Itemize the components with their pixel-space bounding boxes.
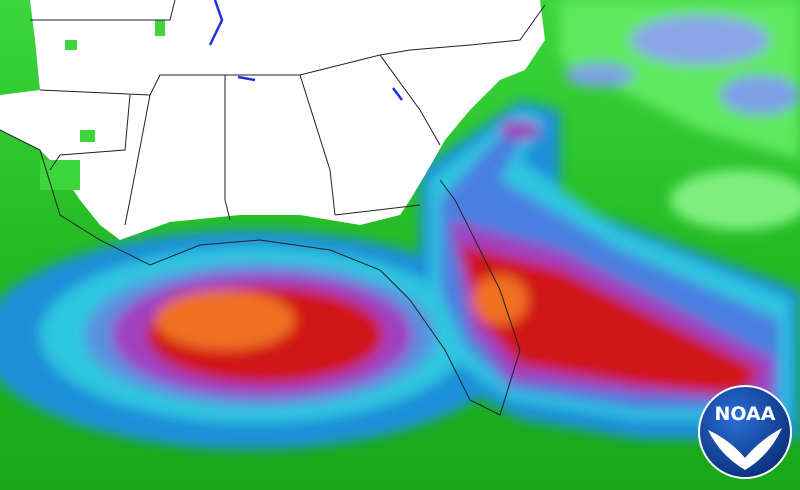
scattered-rain bbox=[40, 20, 165, 190]
border bbox=[379, 54, 441, 146]
band-red bbox=[460, 245, 760, 395]
rain-cell bbox=[65, 40, 77, 50]
land-no-rain bbox=[0, 0, 545, 240]
lake bbox=[392, 87, 403, 101]
rain-bands bbox=[0, 100, 800, 450]
borders bbox=[0, 0, 546, 416]
border bbox=[49, 94, 131, 171]
band-orange bbox=[155, 290, 295, 350]
border bbox=[334, 204, 421, 216]
band-orange bbox=[472, 275, 528, 325]
light-rain-area bbox=[670, 170, 800, 230]
border bbox=[30, 0, 176, 21]
rivers bbox=[208, 0, 403, 101]
blue-patch bbox=[630, 15, 770, 65]
rain-cell bbox=[80, 130, 95, 142]
rain-cell bbox=[40, 160, 80, 190]
border bbox=[224, 75, 231, 221]
lake bbox=[208, 0, 224, 46]
coastline bbox=[0, 129, 521, 416]
noaa-logo: NOAA bbox=[698, 385, 792, 479]
blue-patch bbox=[565, 63, 635, 87]
border bbox=[124, 94, 151, 226]
logo-text: NOAA bbox=[715, 403, 776, 425]
logo-circle bbox=[698, 385, 792, 479]
rain-cell bbox=[155, 20, 165, 36]
border bbox=[299, 74, 336, 216]
band-purple bbox=[500, 120, 540, 140]
atlantic-rain bbox=[560, 0, 800, 230]
lake bbox=[237, 75, 256, 82]
logo-bird bbox=[708, 428, 782, 470]
blue-patch bbox=[720, 75, 800, 115]
